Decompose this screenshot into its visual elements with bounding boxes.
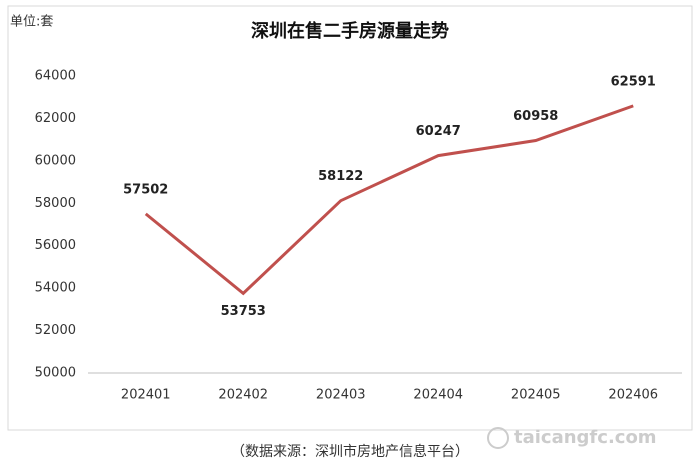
source-note: （数据来源：深圳市房地产信息平台） — [231, 443, 469, 460]
watermark: taicangfc.com — [514, 427, 657, 448]
data-label: 53753 — [221, 304, 266, 319]
series-line — [144, 104, 634, 296]
chart-frame — [7, 5, 693, 431]
data-label: 58122 — [318, 169, 363, 184]
y-tick-label: 58000 — [35, 196, 76, 211]
data-label: 62591 — [611, 74, 656, 89]
y-tick-label: 64000 — [35, 69, 76, 84]
data-label: 60958 — [513, 109, 558, 124]
y-tick-label: 50000 — [35, 366, 76, 381]
y-tick-label: 52000 — [35, 323, 76, 338]
data-label: 60247 — [416, 124, 461, 139]
y-tick-label: 62000 — [35, 111, 76, 126]
x-tick-label: 202404 — [413, 388, 463, 403]
y-tick-label: 60000 — [35, 153, 76, 168]
x-tick-label: 202403 — [316, 388, 366, 403]
x-tick-label: 202401 — [121, 388, 171, 403]
unit-label: 单位:套 — [10, 14, 53, 30]
x-tick-label: 202402 — [218, 388, 268, 403]
x-tick-label: 202406 — [608, 388, 658, 403]
x-tick-label: 202405 — [511, 388, 561, 403]
y-tick-label: 54000 — [35, 281, 76, 296]
y-tick-label: 56000 — [35, 238, 76, 253]
chart-title: 深圳在售二手房源量走势 — [251, 20, 449, 42]
data-label: 57502 — [123, 182, 168, 197]
watermark-icon — [487, 427, 509, 449]
